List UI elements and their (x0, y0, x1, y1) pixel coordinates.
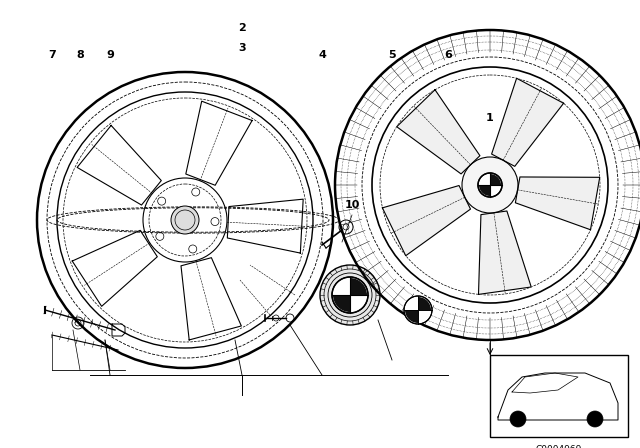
Wedge shape (405, 310, 418, 323)
Circle shape (462, 157, 518, 213)
Circle shape (332, 277, 368, 313)
Text: 6: 6 (444, 50, 452, 60)
Circle shape (478, 173, 502, 197)
Circle shape (404, 296, 432, 324)
Text: 8: 8 (76, 50, 84, 60)
Wedge shape (490, 174, 501, 185)
Circle shape (587, 411, 603, 427)
Bar (490, 355, 628, 437)
Text: 3: 3 (238, 43, 246, 53)
Text: 1: 1 (486, 113, 494, 123)
Text: 5: 5 (388, 50, 396, 60)
Polygon shape (383, 185, 470, 256)
Polygon shape (492, 78, 564, 166)
Text: 9: 9 (106, 50, 114, 60)
Text: 10: 10 (344, 200, 360, 210)
Text: 2: 2 (238, 23, 246, 33)
Text: 7: 7 (48, 50, 56, 60)
Wedge shape (350, 278, 367, 295)
Polygon shape (479, 211, 531, 294)
Wedge shape (418, 297, 431, 310)
Polygon shape (515, 177, 600, 230)
Circle shape (320, 265, 380, 325)
Text: C0004969: C0004969 (536, 444, 582, 448)
Wedge shape (333, 295, 350, 312)
Polygon shape (397, 90, 480, 174)
Wedge shape (479, 185, 490, 196)
Text: 4: 4 (318, 50, 326, 60)
Circle shape (171, 206, 199, 234)
Circle shape (510, 411, 526, 427)
